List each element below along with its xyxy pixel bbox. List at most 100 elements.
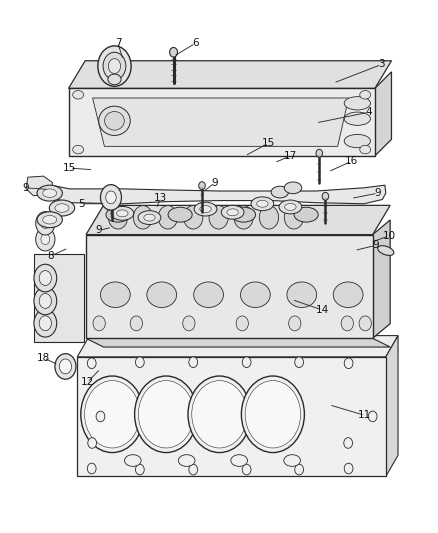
Ellipse shape	[104, 111, 124, 130]
Ellipse shape	[73, 146, 83, 154]
Circle shape	[34, 287, 57, 315]
Circle shape	[343, 358, 352, 368]
Ellipse shape	[256, 200, 268, 207]
Ellipse shape	[279, 200, 301, 214]
Text: 4: 4	[364, 107, 371, 117]
Circle shape	[103, 52, 126, 80]
Ellipse shape	[99, 106, 130, 135]
Polygon shape	[385, 336, 397, 477]
Text: 13: 13	[153, 193, 167, 204]
Text: 14: 14	[315, 305, 328, 315]
Polygon shape	[68, 88, 374, 156]
Circle shape	[294, 464, 303, 475]
Ellipse shape	[283, 455, 300, 466]
Circle shape	[183, 206, 202, 229]
Circle shape	[35, 212, 55, 235]
Text: 15: 15	[63, 163, 76, 173]
Circle shape	[343, 463, 352, 474]
Ellipse shape	[37, 212, 62, 228]
Circle shape	[236, 316, 248, 331]
Circle shape	[85, 381, 140, 448]
Circle shape	[187, 376, 251, 453]
Ellipse shape	[286, 282, 316, 308]
Ellipse shape	[49, 200, 74, 216]
Circle shape	[188, 357, 197, 368]
Ellipse shape	[359, 91, 370, 99]
Ellipse shape	[332, 282, 362, 308]
Circle shape	[108, 206, 127, 229]
Ellipse shape	[198, 182, 205, 190]
Circle shape	[41, 234, 49, 245]
Ellipse shape	[231, 207, 255, 222]
Circle shape	[35, 228, 55, 251]
Circle shape	[59, 359, 71, 374]
Ellipse shape	[193, 282, 223, 308]
Ellipse shape	[178, 455, 194, 466]
Polygon shape	[372, 220, 389, 338]
Ellipse shape	[359, 146, 370, 154]
Circle shape	[208, 206, 228, 229]
Polygon shape	[374, 72, 391, 156]
Text: 15: 15	[261, 138, 275, 148]
Circle shape	[55, 354, 76, 379]
Text: 9: 9	[374, 188, 380, 198]
Ellipse shape	[144, 214, 155, 221]
Circle shape	[98, 46, 131, 86]
Circle shape	[87, 463, 96, 474]
Circle shape	[134, 376, 197, 453]
Ellipse shape	[42, 215, 57, 224]
Circle shape	[39, 316, 51, 330]
Circle shape	[259, 206, 278, 229]
Ellipse shape	[100, 282, 130, 308]
Text: 16: 16	[344, 156, 357, 166]
Ellipse shape	[124, 455, 141, 466]
Circle shape	[294, 357, 303, 368]
Text: 10: 10	[382, 231, 395, 241]
Text: 18: 18	[37, 353, 50, 363]
Text: 6: 6	[192, 38, 198, 48]
Circle shape	[182, 316, 194, 331]
Ellipse shape	[271, 186, 288, 198]
Polygon shape	[43, 185, 385, 204]
Ellipse shape	[199, 206, 211, 213]
Ellipse shape	[194, 202, 216, 216]
Polygon shape	[68, 61, 391, 88]
Ellipse shape	[138, 211, 160, 224]
Circle shape	[39, 271, 51, 286]
Circle shape	[138, 381, 194, 448]
Polygon shape	[77, 336, 397, 357]
Ellipse shape	[284, 182, 301, 193]
Text: 9: 9	[95, 225, 102, 236]
Polygon shape	[86, 205, 389, 235]
Circle shape	[242, 357, 251, 368]
Ellipse shape	[108, 74, 121, 85]
Polygon shape	[92, 98, 348, 147]
Circle shape	[288, 316, 300, 331]
Circle shape	[191, 381, 247, 448]
Text: 5: 5	[78, 199, 85, 209]
Circle shape	[39, 294, 51, 309]
Polygon shape	[77, 357, 385, 477]
Circle shape	[233, 206, 253, 229]
Circle shape	[100, 184, 121, 210]
Ellipse shape	[169, 47, 177, 57]
Circle shape	[358, 316, 371, 331]
Ellipse shape	[377, 246, 393, 255]
Circle shape	[34, 264, 57, 292]
Text: 7: 7	[114, 38, 121, 48]
Circle shape	[242, 464, 251, 475]
Polygon shape	[33, 254, 84, 342]
Circle shape	[93, 316, 105, 331]
Circle shape	[340, 316, 353, 331]
Ellipse shape	[55, 204, 69, 212]
Text: 8: 8	[48, 251, 54, 261]
Ellipse shape	[343, 96, 370, 110]
Ellipse shape	[315, 149, 322, 157]
Text: 9: 9	[23, 183, 29, 193]
Ellipse shape	[37, 185, 62, 201]
Ellipse shape	[111, 206, 134, 220]
Ellipse shape	[42, 189, 57, 197]
Circle shape	[284, 206, 303, 229]
Ellipse shape	[109, 189, 115, 197]
Circle shape	[87, 358, 96, 368]
